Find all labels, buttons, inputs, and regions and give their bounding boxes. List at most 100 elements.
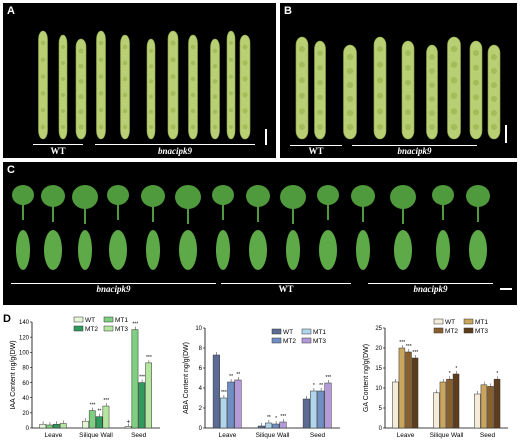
iaa-ytick-40: 40: [22, 396, 29, 402]
ga-xtick-0: Leave: [397, 432, 415, 439]
panel-c-g1-label: bnacipk9: [96, 284, 131, 294]
rosette-leaf-top-11: [351, 185, 375, 207]
aba-bar-WT-Silique-Wall: [257, 425, 265, 429]
ga-legend-MT2: MT2: [445, 328, 458, 335]
iaa-ylabel: IAA Content ng/g(DW): [10, 340, 17, 409]
rosette-leaf-top-1: [12, 185, 34, 205]
rosette-leaf-bottom-8: [249, 230, 267, 270]
aba-legend-MT2: MT2: [283, 338, 296, 345]
panel-b-pod-8: [469, 40, 483, 140]
rosette-leaf-bottom-3: [78, 230, 92, 270]
panel-a-scale-bar: [265, 129, 267, 145]
panel-a-pod-1: [38, 30, 48, 140]
aba-legend-swatch-MT3: [301, 337, 312, 344]
panel-b-label: B: [284, 5, 292, 17]
rosette-leaf-top-3: [72, 185, 98, 209]
ga-bar-MT3-Leave: [411, 357, 419, 429]
ga-ytick-15: 15: [375, 366, 382, 372]
rosette-leaf-bottom-13: [436, 230, 450, 270]
aba-xtick-1: Silique Wall: [256, 432, 290, 439]
ga-bar-WT-Leave: [392, 381, 399, 429]
panel-b-pod-1: [295, 36, 309, 140]
ga-sig-MT3-0: ***: [412, 350, 418, 356]
ga-ytick-5: 5: [379, 406, 383, 412]
aba-bar-MT1-Silique-Wall: [265, 422, 273, 429]
panel-b: B WT bnacipk9: [280, 3, 517, 158]
panel-c-g3-underline: [368, 283, 493, 284]
iaa-bar-WT-Seed: [124, 426, 132, 429]
ga-bar-MT3-Seed: [493, 378, 501, 429]
ga-sig-MT3-1: *: [455, 366, 457, 372]
aba-sig-MT3-1: ***: [280, 414, 286, 420]
panel-a: A WT bnacipk9: [3, 3, 276, 158]
rosette-leaf-bottom-11: [356, 230, 370, 270]
ga-legend-MT1: MT1: [475, 319, 488, 326]
iaa-sig-MT2-2: ***: [139, 375, 145, 381]
iaa-legend-MT3: MT3: [115, 326, 128, 333]
rosette-leaf-top-8: [246, 185, 270, 207]
panel-a-pod-7: [167, 30, 179, 140]
aba-legend-swatch-MT1: [301, 328, 312, 335]
iaa-ytick-120: 120: [19, 335, 30, 341]
panel-b-scale-bar: [505, 125, 507, 143]
iaa-legend-swatch-MT1: [103, 316, 114, 323]
panel-a-label: A: [7, 5, 15, 17]
aba-legend-swatch-MT2: [271, 337, 282, 344]
iaa-sig-MT1-2: ***: [132, 322, 138, 328]
ga-legend-swatch-MT1: [463, 318, 474, 325]
panel-b-mut-underline: [352, 145, 477, 146]
rosette-leaf-top-6: [175, 185, 201, 209]
panel-a-pod-8: [188, 34, 198, 140]
aba-ylabel: ABA Content ng/g(DW): [183, 342, 190, 414]
iaa-xtick-2: Seed: [131, 432, 147, 439]
rosette-leaf-top-12: [390, 185, 416, 209]
ga-legend-swatch-MT3: [463, 327, 474, 334]
aba-sig-MT3-0: **: [236, 372, 240, 378]
iaa-xtick-1: Silique Wall: [79, 432, 113, 439]
panel-b-pods: [295, 36, 501, 140]
iaa-legend-swatch-MT2: [73, 325, 84, 332]
panel-b-pod-7: [447, 36, 461, 140]
iaa-sig-MT3-1: ***: [103, 398, 109, 404]
aba-bar-MT1-Seed: [310, 390, 318, 429]
rosette-leaf-top-10: [317, 185, 339, 205]
iaa-ytick-140: 140: [19, 320, 30, 326]
iaa-legend-MT1: MT1: [115, 317, 128, 324]
iaa-bar-MT1-Leave: [46, 424, 53, 429]
ga-legend-swatch-MT2: [433, 327, 444, 334]
aba-xtick-2: Seed: [310, 432, 326, 439]
aba-xtick-0: Leave: [219, 432, 237, 439]
rosette-leaf-bottom-5: [146, 230, 160, 270]
rosette-leaf-top-9: [280, 185, 306, 209]
rosette-leaf-bottom-2: [44, 230, 62, 270]
aba-bar-MT2-Seed: [317, 390, 325, 429]
panel-a-pod-5: [120, 34, 130, 140]
iaa-bar-MT2-Leave: [53, 423, 60, 429]
ga-bar-MT1-Leave: [398, 347, 406, 429]
panel-b-wt-label: WT: [308, 146, 324, 156]
iaa-legend-MT2: MT2: [85, 326, 98, 333]
iaa-legend-swatch-MT3: [103, 325, 114, 332]
panel-c-g2-label: WT: [278, 284, 294, 294]
ga-sig-MT2-0: ***: [406, 344, 412, 350]
aba-ytick-0: 0: [199, 426, 203, 432]
rosette-leaf-bottom-7: [216, 230, 230, 270]
rosette-leaf-top-7: [212, 185, 234, 205]
aba-sig-MT2-1: *: [275, 416, 277, 422]
ga-bar-WT-Silique-Wall: [433, 392, 440, 429]
panel-b-wt-underline: [290, 145, 342, 146]
panel-a-mut-underline: [95, 144, 255, 145]
panel-b-pod-9: [487, 44, 501, 140]
iaa-bar-MT1-Silique-Wall: [88, 410, 96, 429]
aba-ytick-2: 2: [199, 406, 203, 412]
aba-ytick-4: 4: [199, 386, 203, 392]
aba-legend-WT: WT: [283, 329, 293, 336]
iaa-bar-WT-Leave: [39, 423, 47, 429]
aba-bar-MT2-Leave: [227, 381, 235, 429]
aba-bar-MT3-Seed: [324, 382, 332, 429]
ga-bar-MT1-Seed: [480, 384, 488, 429]
panel-c-scale-bar: [500, 288, 512, 290]
aba-bar-MT1-Leave: [220, 397, 228, 429]
panel-a-pod-11: [239, 34, 251, 140]
panel-b-pod-3: [343, 44, 357, 140]
